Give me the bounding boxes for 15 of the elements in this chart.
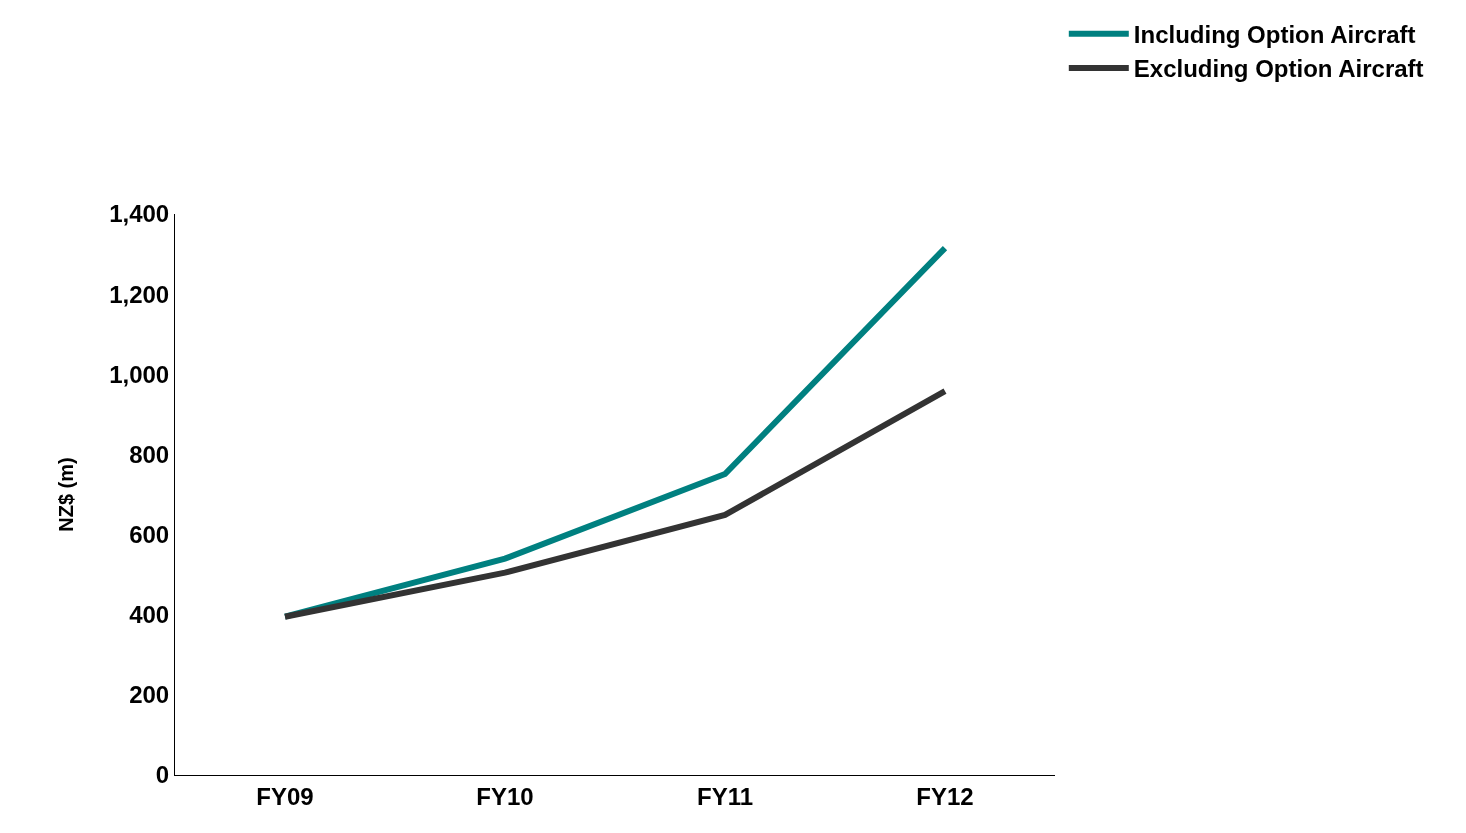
y-tick-label: 1,000 xyxy=(109,360,170,388)
y-tick-label: 0 xyxy=(155,761,170,789)
legend-label: Including Option Aircraft xyxy=(1133,21,1416,49)
y-tick-label: 1,200 xyxy=(109,280,170,308)
x-tick-label: FY10 xyxy=(476,782,534,810)
x-tick-label: FY12 xyxy=(916,782,974,810)
y-tick-label: 400 xyxy=(129,601,170,629)
y-tick-label: 800 xyxy=(129,440,170,468)
y-axis-title: NZ$ (m) xyxy=(54,457,77,532)
y-tick-label: 200 xyxy=(129,681,170,709)
legend-label: Excluding Option Aircraft xyxy=(1133,55,1424,83)
y-tick-label: 1,400 xyxy=(109,200,170,228)
y-tick-label: 600 xyxy=(129,520,170,548)
x-tick-label: FY11 xyxy=(696,782,754,810)
x-tick-label: FY09 xyxy=(256,782,314,810)
